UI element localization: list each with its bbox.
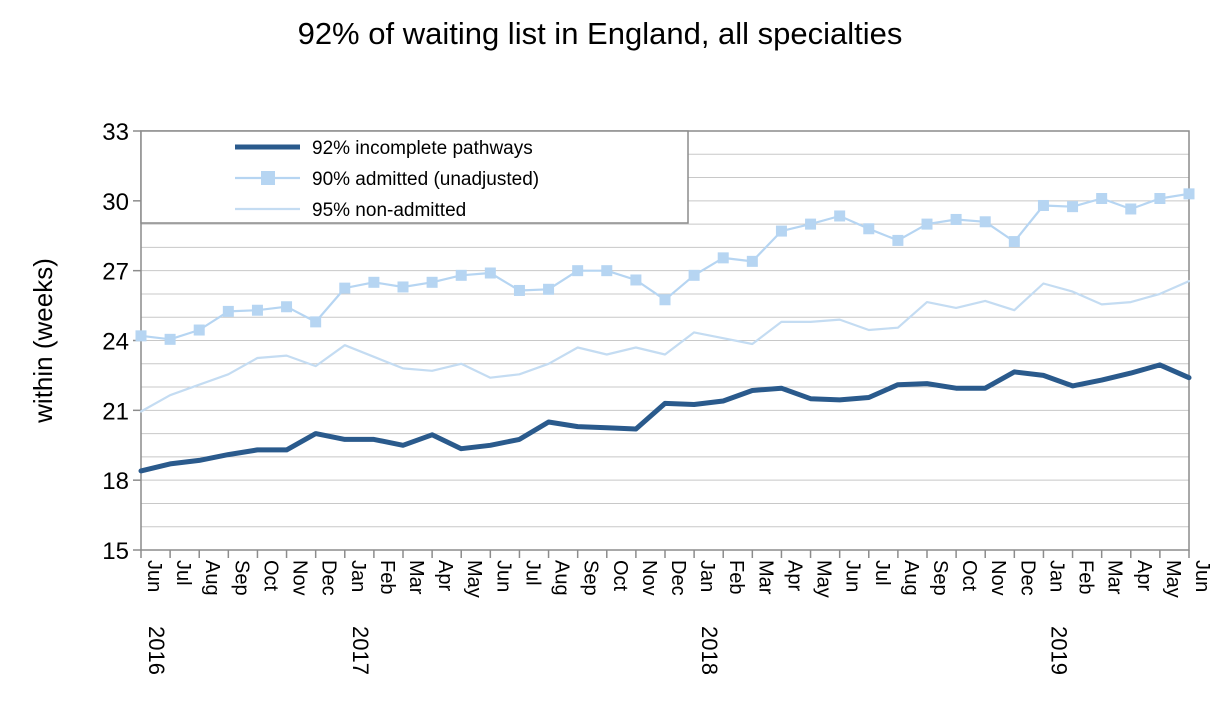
data-point-marker (746, 255, 758, 267)
data-point-marker (717, 252, 729, 264)
y-tick-label: 27 (102, 259, 129, 286)
x-tick-label: Apr (1133, 560, 1155, 591)
x-year-label: 2019 (1046, 626, 1071, 675)
x-axis-ticks: Jun Jul Aug Sep Oct Nov Dec Jan Feb Mar Apr May Jun J… (140, 550, 1213, 675)
x-tick-label: Oct (958, 560, 980, 592)
y-tick-label: 33 (102, 119, 129, 146)
data-point-marker (688, 269, 700, 281)
x-tick-label: Jun (842, 560, 864, 592)
data-point-marker (397, 281, 409, 293)
x-tick-label: Aug (551, 560, 573, 596)
data-point-marker (164, 333, 176, 345)
y-tick-label: 15 (102, 538, 129, 565)
data-point-marker (921, 218, 933, 230)
x-year-label: 2017 (348, 626, 373, 675)
x-tick-label: May (813, 560, 835, 598)
x-tick-label: Sep (580, 560, 602, 596)
y-tick-label: 18 (102, 468, 129, 495)
series-lines (135, 188, 1195, 474)
x-year-label: 2018 (697, 626, 722, 675)
data-point-marker (630, 274, 642, 286)
x-tick-label: Feb (725, 560, 747, 594)
y-tick-label: 30 (102, 189, 129, 216)
data-point-marker (310, 316, 322, 328)
data-point-marker (281, 301, 293, 313)
data-point-marker (950, 213, 962, 225)
data-point-marker (1154, 193, 1166, 205)
data-point-marker (1183, 188, 1195, 200)
data-point-marker (892, 234, 904, 246)
data-point-marker (1067, 201, 1079, 213)
chart-title: 92% of waiting list in England, all spec… (297, 16, 903, 51)
x-tick-label: Jan (1045, 560, 1067, 592)
x-tick-label: Oct (609, 560, 631, 592)
x-tick-label: May (463, 560, 485, 598)
x-tick-label: Jan (696, 560, 718, 592)
y-axis-label: within (weeks) (28, 258, 58, 424)
data-point-marker (513, 284, 525, 296)
legend-box (140, 130, 689, 224)
data-point-marker (368, 276, 380, 288)
x-tick-label: May (1162, 560, 1184, 598)
data-point-marker (1008, 236, 1020, 248)
data-point-marker (659, 294, 671, 306)
data-point-marker (135, 330, 147, 342)
data-point-marker (484, 267, 496, 279)
data-point-marker (426, 276, 438, 288)
data-point-marker (805, 218, 817, 230)
data-point-marker (455, 269, 467, 281)
x-year-label: 2016 (144, 626, 169, 675)
x-tick-label: Sep (929, 560, 951, 596)
x-tick-label: Nov (289, 560, 311, 596)
x-tick-label: Dec (318, 560, 340, 596)
x-tick-label: Jun (1191, 560, 1213, 592)
y-axis-ticks: 15 18 21 24 27 30 33 (102, 119, 141, 565)
x-tick-label: Jan (347, 560, 369, 592)
x-tick-label: Sep (230, 560, 252, 596)
x-tick-label: Feb (1075, 560, 1097, 594)
legend-label: 90% admitted (unadjusted) (312, 169, 539, 190)
legend-marker (261, 171, 275, 185)
y-tick-label: 21 (102, 398, 129, 425)
x-tick-label: Jul (871, 560, 893, 586)
x-tick-label: Jun (143, 560, 165, 592)
data-point-marker (572, 265, 584, 277)
x-tick-label: Jul (172, 560, 194, 586)
data-point-marker (339, 282, 351, 294)
x-tick-label: Jul (521, 560, 543, 586)
x-tick-label: Nov (638, 560, 660, 596)
y-tick-label: 24 (102, 329, 129, 356)
data-point-marker (775, 225, 787, 237)
x-tick-label: Oct (259, 560, 281, 592)
data-point-marker (834, 210, 846, 222)
x-tick-label: Aug (900, 560, 922, 596)
series-line (138, 362, 1192, 474)
legend: 92% incomplete pathways 90% admitted (una… (140, 130, 689, 224)
x-tick-label: Apr (783, 560, 805, 591)
x-tick-label: Apr (434, 560, 456, 591)
legend-label: 92% incomplete pathways (312, 138, 533, 159)
x-tick-label: Dec (1016, 560, 1038, 596)
x-tick-label: Nov (987, 560, 1009, 596)
x-tick-label: Mar (405, 560, 427, 595)
x-tick-label: Aug (201, 560, 223, 596)
data-point-marker (979, 216, 991, 228)
data-point-marker (601, 265, 613, 277)
data-point-marker (193, 324, 205, 336)
legend-label: 95% non-admitted (312, 200, 466, 221)
data-point-marker (1096, 193, 1108, 205)
data-point-marker (251, 304, 263, 316)
data-point-marker (222, 305, 234, 317)
x-tick-label: Feb (376, 560, 398, 594)
x-tick-label: Jun (492, 560, 514, 592)
data-point-marker (863, 223, 875, 235)
x-tick-label: Dec (667, 560, 689, 596)
x-tick-label: Mar (754, 560, 776, 595)
data-point-marker (543, 283, 555, 295)
x-tick-label: Mar (1104, 560, 1126, 595)
data-point-marker (1037, 199, 1049, 211)
series-line (139, 280, 1191, 413)
data-point-marker (1125, 203, 1137, 215)
